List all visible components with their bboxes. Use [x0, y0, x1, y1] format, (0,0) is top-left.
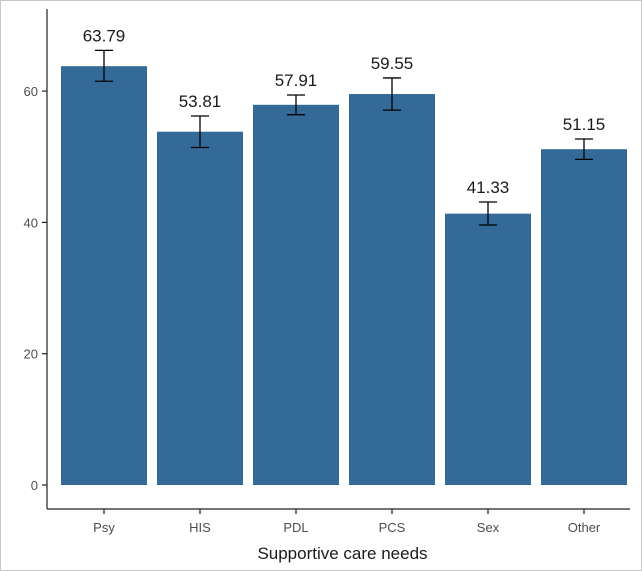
bar-psy — [61, 66, 147, 485]
error-bar — [95, 49, 113, 82]
value-label: 51.15 — [563, 115, 606, 134]
error-bar — [383, 77, 401, 111]
bar-his — [157, 131, 243, 485]
value-label: 41.33 — [467, 178, 510, 197]
x-axis-title: Supportive care needs — [257, 544, 427, 563]
y-tick-label: 20 — [24, 347, 38, 362]
bars — [61, 66, 627, 486]
bar-other — [541, 149, 627, 485]
bar-pdl — [253, 104, 339, 485]
x-tick-label: HIS — [189, 520, 211, 535]
value-label: 59.55 — [371, 54, 414, 73]
value-label: 63.79 — [83, 26, 126, 45]
y-tick-label: 60 — [24, 84, 38, 99]
x-tick-label: Psy — [93, 520, 115, 535]
x-tick-label: PCS — [379, 520, 406, 535]
bar-pcs — [349, 94, 435, 486]
error-bar — [191, 115, 209, 149]
value-label: 53.81 — [179, 92, 222, 111]
value-label: 57.91 — [275, 71, 318, 90]
axes — [46, 9, 630, 510]
error-bars — [95, 49, 593, 226]
x-ticks: Psy HIS PDL PCS Sex Other — [93, 509, 601, 535]
x-tick-label: Sex — [477, 520, 500, 535]
value-labels: 63.79 53.81 57.91 59.55 41.33 51.15 — [83, 26, 606, 197]
y-tick-label: 40 — [24, 215, 38, 230]
y-ticks: 0 20 40 60 — [24, 84, 47, 493]
x-tick-label: PDL — [283, 520, 308, 535]
error-bar — [575, 138, 593, 161]
y-tick-label: 0 — [31, 478, 38, 493]
error-bar — [479, 201, 497, 226]
bar-sex — [445, 213, 531, 486]
error-bar — [287, 94, 305, 116]
x-tick-label: Other — [568, 520, 601, 535]
